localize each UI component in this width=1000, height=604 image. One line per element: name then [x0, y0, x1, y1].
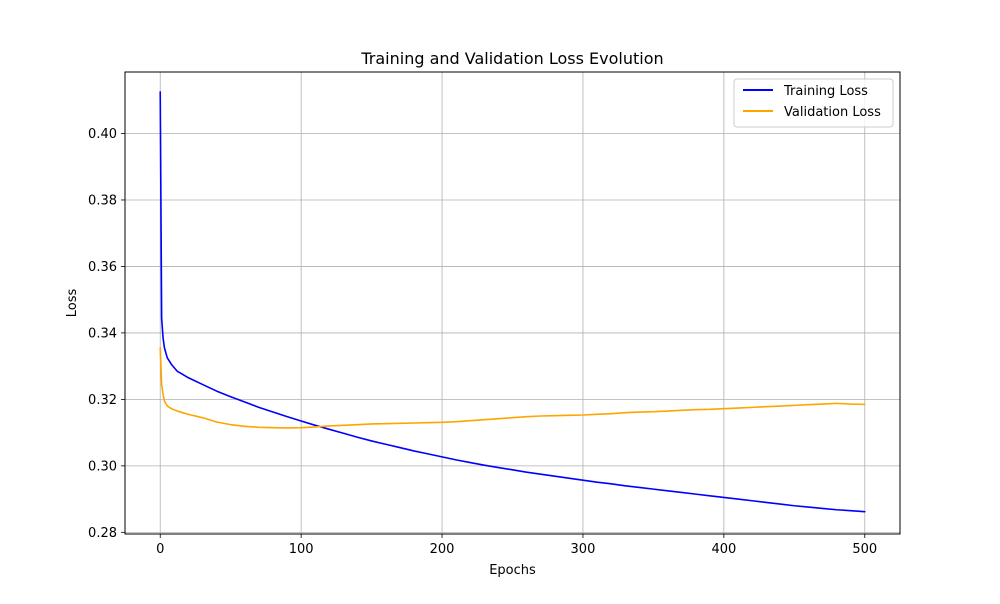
- x-tick-label: 300: [571, 542, 596, 557]
- x-axis-ticks: 0 100 200 300 400 500: [156, 534, 877, 557]
- x-tick-label: 400: [711, 542, 736, 557]
- y-tick-label: 0.30: [88, 459, 117, 474]
- series-line-training-loss: [159, 91, 866, 513]
- y-tick-label: 0.32: [88, 393, 117, 408]
- plot-frame: [124, 71, 901, 535]
- chart-title: Training and Validation Loss Evolution: [360, 49, 663, 68]
- y-tick-label: 0.38: [88, 193, 117, 208]
- legend-box: [733, 78, 894, 128]
- x-tick-label: 200: [430, 542, 455, 557]
- y-tick-label: 0.40: [88, 127, 117, 142]
- legend-label-training-loss: Training Loss: [783, 84, 868, 99]
- y-tick-label: 0.36: [88, 260, 117, 275]
- x-tick-label: 100: [289, 542, 314, 557]
- y-axis-ticks: 0.28 0.30 0.32 0.34 0.36 0.38 0.40: [88, 127, 125, 541]
- grid: [125, 72, 900, 534]
- x-tick-label: 0: [156, 542, 164, 557]
- y-tick-label: 0.34: [88, 326, 117, 341]
- legend-label-validation-loss: Validation Loss: [784, 105, 881, 120]
- y-axis-label: Loss: [65, 289, 80, 318]
- legend: Training Loss Validation Loss: [733, 78, 894, 128]
- x-tick-label: 500: [852, 542, 877, 557]
- x-axis-label: Epochs: [489, 563, 536, 578]
- series-lines: [159, 91, 866, 513]
- y-tick-label: 0.28: [88, 526, 117, 541]
- series-line-validation-loss: [159, 347, 866, 429]
